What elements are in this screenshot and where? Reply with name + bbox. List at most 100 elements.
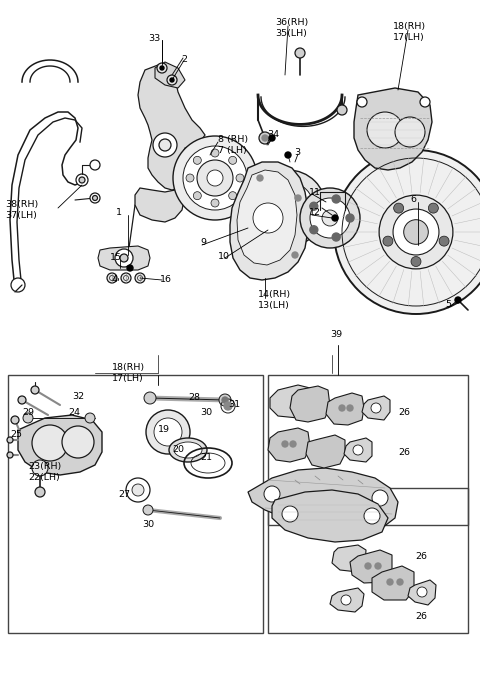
Circle shape bbox=[127, 265, 133, 271]
Circle shape bbox=[337, 105, 347, 115]
Text: 16: 16 bbox=[160, 275, 172, 284]
Polygon shape bbox=[372, 566, 414, 600]
Text: 28: 28 bbox=[188, 393, 200, 402]
Circle shape bbox=[79, 177, 85, 183]
Circle shape bbox=[295, 195, 301, 201]
Circle shape bbox=[135, 273, 145, 283]
Polygon shape bbox=[350, 550, 392, 583]
Circle shape bbox=[107, 273, 117, 283]
Text: 18(RH)
17(LH): 18(RH) 17(LH) bbox=[112, 363, 145, 383]
Circle shape bbox=[276, 196, 300, 220]
Polygon shape bbox=[18, 415, 102, 475]
Circle shape bbox=[143, 505, 153, 515]
Circle shape bbox=[341, 595, 351, 605]
Circle shape bbox=[236, 174, 244, 182]
Circle shape bbox=[228, 192, 237, 200]
Text: 12: 12 bbox=[309, 208, 321, 217]
Circle shape bbox=[364, 508, 380, 524]
Circle shape bbox=[259, 132, 271, 144]
Circle shape bbox=[346, 214, 354, 222]
Circle shape bbox=[310, 225, 318, 234]
Polygon shape bbox=[230, 162, 308, 280]
Text: 1: 1 bbox=[116, 208, 122, 217]
Circle shape bbox=[310, 198, 350, 238]
Circle shape bbox=[115, 249, 133, 267]
Text: 31: 31 bbox=[228, 400, 240, 409]
Circle shape bbox=[32, 425, 68, 461]
Circle shape bbox=[262, 182, 314, 234]
Circle shape bbox=[219, 394, 231, 406]
Text: 15: 15 bbox=[110, 253, 122, 262]
Circle shape bbox=[160, 66, 164, 70]
Circle shape bbox=[417, 587, 427, 597]
Circle shape bbox=[35, 487, 45, 497]
Circle shape bbox=[353, 445, 363, 455]
Text: 11: 11 bbox=[309, 188, 321, 197]
Bar bbox=[8, 375, 263, 633]
Polygon shape bbox=[330, 588, 364, 612]
Circle shape bbox=[207, 170, 223, 186]
Circle shape bbox=[310, 203, 318, 210]
Text: 32: 32 bbox=[72, 392, 84, 401]
Circle shape bbox=[157, 63, 167, 73]
Circle shape bbox=[379, 195, 453, 269]
Circle shape bbox=[193, 192, 201, 200]
Circle shape bbox=[262, 135, 268, 141]
Text: 25: 25 bbox=[10, 430, 22, 439]
Text: 8 (RH)
7 (LH): 8 (RH) 7 (LH) bbox=[218, 135, 248, 155]
Circle shape bbox=[120, 254, 128, 262]
Polygon shape bbox=[326, 393, 364, 425]
Circle shape bbox=[132, 484, 144, 496]
Circle shape bbox=[439, 236, 449, 246]
Circle shape bbox=[397, 579, 403, 585]
Text: 34: 34 bbox=[267, 130, 279, 139]
Circle shape bbox=[7, 437, 13, 443]
Circle shape bbox=[285, 152, 291, 158]
Text: 27: 27 bbox=[118, 490, 130, 499]
Text: 9: 9 bbox=[200, 238, 206, 247]
Circle shape bbox=[153, 133, 177, 157]
Polygon shape bbox=[248, 468, 398, 532]
Polygon shape bbox=[344, 438, 372, 462]
Polygon shape bbox=[272, 490, 388, 542]
Text: 29: 29 bbox=[22, 408, 34, 417]
Circle shape bbox=[121, 273, 131, 283]
Circle shape bbox=[282, 441, 288, 447]
Polygon shape bbox=[332, 545, 366, 572]
Circle shape bbox=[347, 405, 353, 411]
Ellipse shape bbox=[169, 438, 207, 462]
Polygon shape bbox=[155, 62, 185, 88]
Circle shape bbox=[339, 405, 345, 411]
Text: 20: 20 bbox=[172, 445, 184, 454]
Circle shape bbox=[18, 396, 26, 404]
Circle shape bbox=[228, 156, 237, 164]
Text: 26: 26 bbox=[398, 408, 410, 417]
Circle shape bbox=[257, 175, 263, 181]
Circle shape bbox=[428, 203, 438, 213]
Circle shape bbox=[11, 416, 19, 424]
Circle shape bbox=[186, 174, 194, 182]
Circle shape bbox=[292, 252, 298, 258]
Text: 33: 33 bbox=[148, 34, 160, 43]
Circle shape bbox=[372, 490, 388, 506]
Text: 39: 39 bbox=[330, 330, 342, 339]
Circle shape bbox=[332, 195, 340, 203]
Circle shape bbox=[76, 174, 88, 186]
Text: 26: 26 bbox=[398, 448, 410, 457]
Ellipse shape bbox=[174, 442, 202, 458]
Text: 38(RH)
37(LH): 38(RH) 37(LH) bbox=[5, 200, 38, 220]
Circle shape bbox=[282, 506, 298, 522]
Circle shape bbox=[170, 78, 174, 82]
Circle shape bbox=[290, 441, 296, 447]
Text: 2: 2 bbox=[181, 55, 187, 64]
Circle shape bbox=[62, 426, 94, 458]
Polygon shape bbox=[354, 88, 432, 170]
Polygon shape bbox=[270, 385, 312, 418]
Circle shape bbox=[295, 48, 305, 58]
Circle shape bbox=[167, 75, 177, 85]
Text: 26: 26 bbox=[415, 552, 427, 561]
Circle shape bbox=[144, 392, 156, 404]
Circle shape bbox=[393, 209, 439, 255]
Circle shape bbox=[93, 195, 97, 201]
Circle shape bbox=[224, 402, 232, 410]
